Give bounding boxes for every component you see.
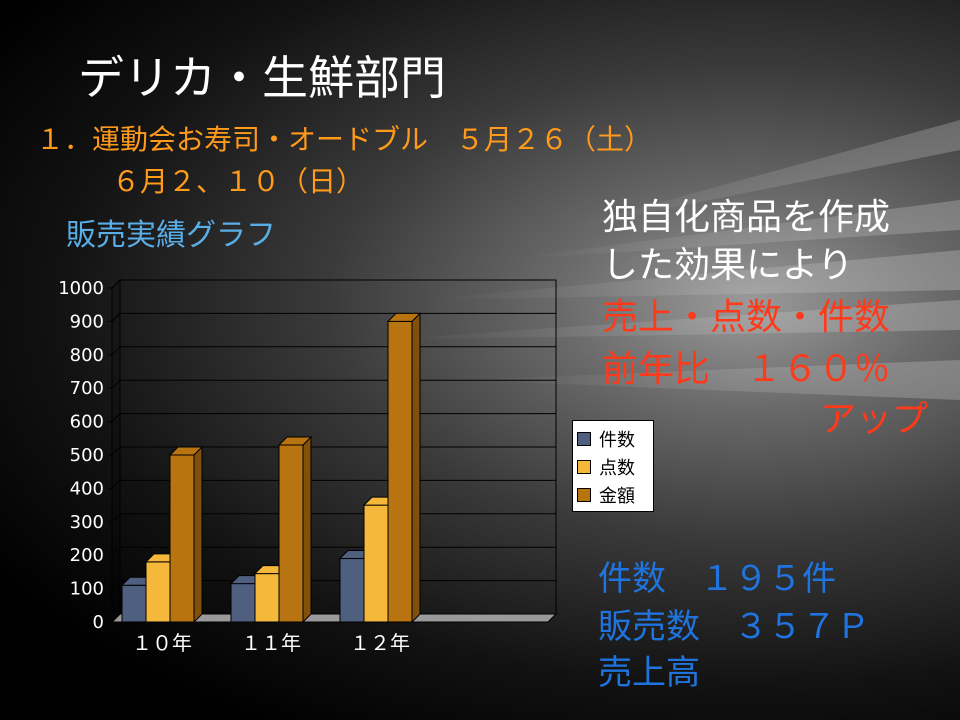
bar (230, 583, 256, 623)
gridline-depth (111, 413, 121, 422)
bar (387, 320, 413, 623)
legend-label: 金額 (599, 486, 635, 507)
gridline-depth (111, 346, 121, 356)
legend-label: 件数 (599, 430, 635, 451)
event-subtitle-line2: ６月２、１０（日） (112, 165, 365, 198)
y-tick-label: 0 (93, 612, 104, 633)
gridline-depth (111, 446, 121, 456)
y-tick-label: 300 (70, 512, 104, 533)
gridline-depth (111, 613, 121, 623)
legend-swatch (577, 488, 591, 502)
bar-side (302, 435, 312, 624)
gridline-depth (111, 279, 121, 289)
effect-line-4: 前年比 １６０％ (602, 349, 891, 390)
bar-side (411, 312, 421, 624)
effect-line-1: 独自化商品を作成 (602, 197, 891, 238)
bar (145, 561, 171, 623)
legend-item: 金額 (577, 481, 649, 509)
chart-legend: 件数 点数 金額 (572, 420, 654, 512)
effect-line-3: 売上・点数・件数 (602, 297, 891, 338)
bar (121, 584, 147, 623)
y-tick-label: 600 (70, 412, 104, 433)
gridline-depth (111, 580, 121, 589)
stat-sales-qty: 販売数 ３５７Ｐ (598, 607, 870, 647)
y-tick-label: 400 (70, 478, 104, 499)
bar (339, 558, 365, 623)
y-tick-label: 500 (70, 445, 104, 466)
y-tick-label: 800 (70, 345, 104, 366)
legend-item: 件数 (577, 425, 649, 453)
effect-line-5: アップ (820, 399, 929, 440)
y-tick-label: 200 (70, 545, 104, 566)
bar-side (193, 445, 203, 624)
gridline-depth (111, 379, 121, 389)
x-tick-label: １１年 (241, 631, 301, 655)
bar (278, 444, 304, 623)
y-tick-label: 900 (70, 311, 104, 332)
gridline-depth (111, 513, 121, 523)
gridline-depth (111, 480, 121, 489)
x-tick-label: １２年 (350, 631, 410, 655)
event-subtitle-line1: １．運動会お寿司・オードブル ５月２６（土） (36, 123, 653, 156)
bar (363, 504, 389, 623)
gridline-depth (111, 546, 121, 556)
effect-line-2: した効果により (602, 245, 854, 286)
chart-caption: 販売実績グラフ (66, 218, 276, 253)
y-tick-label: 100 (70, 579, 104, 600)
stat-count: 件数 １９５件 (598, 559, 836, 599)
legend-item: 点数 (577, 453, 649, 481)
bar-top (386, 312, 422, 322)
x-tick-label: １０年 (132, 631, 192, 655)
legend-label: 点数 (599, 458, 635, 479)
bar (254, 573, 280, 623)
bar (169, 454, 195, 623)
slide-title: デリカ・生鮮部門 (78, 51, 446, 105)
legend-swatch (577, 460, 591, 474)
stat-sales-amount: 売上高 (598, 653, 700, 693)
bar-top (277, 436, 313, 446)
y-tick-label: 700 (70, 378, 104, 399)
bar-top (168, 446, 204, 456)
legend-swatch (577, 432, 591, 446)
gridline-depth (111, 313, 121, 322)
y-tick-label: 1000 (58, 278, 104, 299)
